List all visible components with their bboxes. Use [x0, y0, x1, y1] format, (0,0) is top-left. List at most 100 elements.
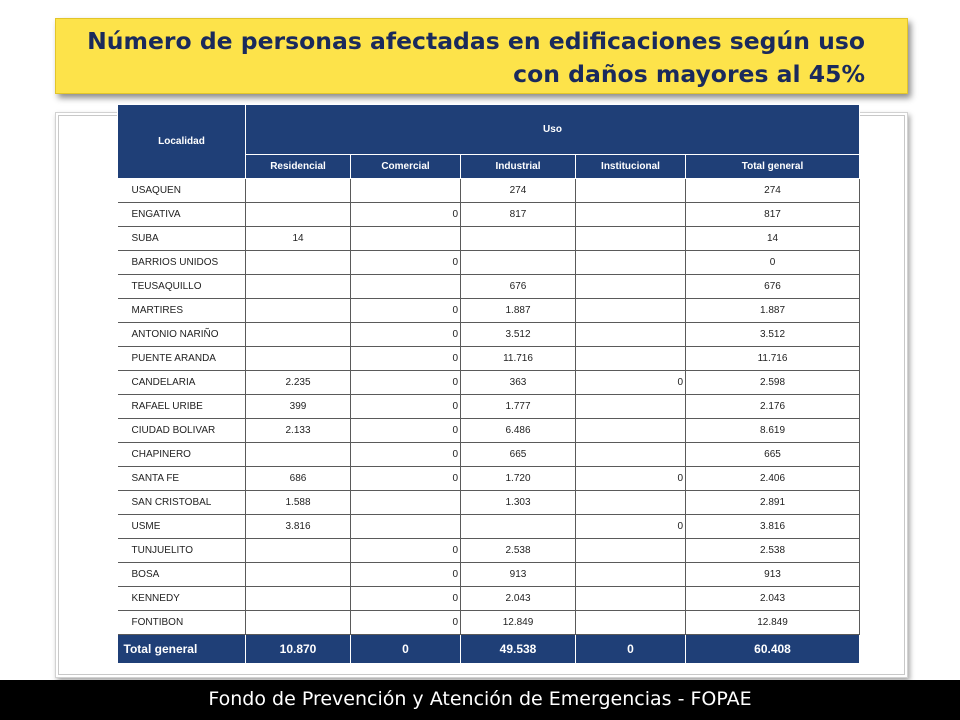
cell-institucional [575, 538, 686, 563]
table-row: SUBA 14 14 [117, 226, 860, 251]
cell-localidad: USAQUEN [117, 178, 246, 203]
cell-residencial: 14 [245, 226, 351, 251]
cell-total: 2.598 [685, 370, 860, 395]
table-row: SAN CRISTOBAL 1.588 1.303 2.891 [117, 490, 860, 515]
table-row: KENNEDY 0 2.043 2.043 [117, 586, 860, 611]
table-row: TUNJUELITO 0 2.538 2.538 [117, 538, 860, 563]
cell-localidad: CANDELARIA [117, 370, 246, 395]
cell-industrial: 363 [460, 370, 576, 395]
cell-total: 274 [685, 178, 860, 203]
header-industrial: Industrial [460, 154, 576, 179]
cell-comercial: 0 [350, 610, 461, 635]
cell-localidad: USME [117, 514, 246, 539]
cell-industrial: 1.720 [460, 466, 576, 491]
title-banner: Número de personas afectadas en edificac… [55, 18, 908, 94]
cell-institucional [575, 418, 686, 443]
cell-localidad: BARRIOS UNIDOS [117, 250, 246, 275]
cell-comercial: 0 [350, 322, 461, 347]
table-row: CIUDAD BOLIVAR 2.133 0 6.486 8.619 [117, 418, 860, 443]
cell-total: 0 [685, 250, 860, 275]
cell-comercial [350, 490, 461, 515]
cell-localidad: TUNJUELITO [117, 538, 246, 563]
cell-total: 665 [685, 442, 860, 467]
table-row: BARRIOS UNIDOS 0 0 [117, 250, 860, 275]
cell-industrial: 11.716 [460, 346, 576, 371]
header-institucional: Institucional [575, 154, 686, 179]
title-line-1: Número de personas afectadas en edificac… [87, 27, 865, 55]
table-row: ANTONIO NARIÑO 0 3.512 3.512 [117, 322, 860, 347]
cell-localidad: TEUSAQUILLO [117, 274, 246, 299]
cell-residencial: 2.235 [245, 370, 351, 395]
total-row: Total general 10.870 0 49.538 0 60.408 [117, 634, 860, 663]
cell-total: 12.849 [685, 610, 860, 635]
cell-localidad: FONTIBON [117, 610, 246, 635]
cell-localidad: RAFAEL URIBE [117, 394, 246, 419]
cell-localidad: SAN CRISTOBAL [117, 490, 246, 515]
cell-localidad: SANTA FE [117, 466, 246, 491]
total-general: 60.408 [685, 634, 860, 663]
cell-comercial: 0 [350, 250, 461, 275]
header-localidad: Localidad [117, 104, 246, 179]
cell-residencial [245, 346, 351, 371]
table-row: FONTIBON 0 12.849 12.849 [117, 610, 860, 635]
cell-industrial: 6.486 [460, 418, 576, 443]
cell-industrial [460, 226, 576, 251]
cell-residencial [245, 586, 351, 611]
cell-total: 3.816 [685, 514, 860, 539]
cell-industrial: 2.538 [460, 538, 576, 563]
cell-comercial: 0 [350, 346, 461, 371]
header-residencial: Residencial [245, 154, 351, 179]
cell-residencial [245, 538, 351, 563]
cell-residencial [245, 274, 351, 299]
cell-institucional [575, 490, 686, 515]
cell-localidad: ANTONIO NARIÑO [117, 322, 246, 347]
cell-total: 3.512 [685, 322, 860, 347]
cell-total: 8.619 [685, 418, 860, 443]
cell-institucional: 0 [575, 370, 686, 395]
cell-residencial [245, 562, 351, 587]
cell-total: 2.043 [685, 586, 860, 611]
table-row: BOSA 0 913 913 [117, 562, 860, 587]
cell-institucional [575, 322, 686, 347]
cell-institucional [575, 586, 686, 611]
table-row: CHAPINERO 0 665 665 [117, 442, 860, 467]
table-row: MARTIRES 0 1.887 1.887 [117, 298, 860, 323]
footer-text: Fondo de Prevención y Atención de Emerge… [208, 688, 752, 710]
cell-institucional [575, 610, 686, 635]
cell-industrial: 913 [460, 562, 576, 587]
cell-institucional: 0 [575, 466, 686, 491]
cell-institucional: 0 [575, 514, 686, 539]
cell-total: 2.538 [685, 538, 860, 563]
cell-localidad: ENGATIVA [117, 202, 246, 227]
cell-comercial: 0 [350, 394, 461, 419]
cell-comercial: 0 [350, 586, 461, 611]
cell-industrial: 3.512 [460, 322, 576, 347]
table-row: PUENTE ARANDA 0 11.716 11.716 [117, 346, 860, 371]
cell-residencial [245, 442, 351, 467]
table-row: SANTA FE 686 0 1.720 0 2.406 [117, 466, 860, 491]
cell-comercial: 0 [350, 202, 461, 227]
table-row: CANDELARIA 2.235 0 363 0 2.598 [117, 370, 860, 395]
cell-residencial [245, 178, 351, 203]
cell-residencial [245, 250, 351, 275]
cell-comercial: 0 [350, 466, 461, 491]
cell-industrial: 274 [460, 178, 576, 203]
cell-localidad: KENNEDY [117, 586, 246, 611]
cell-institucional [575, 202, 686, 227]
cell-total: 676 [685, 274, 860, 299]
cell-residencial [245, 202, 351, 227]
table-row: USAQUEN 274 274 [117, 178, 860, 203]
cell-industrial: 12.849 [460, 610, 576, 635]
cell-comercial: 0 [350, 418, 461, 443]
cell-institucional [575, 394, 686, 419]
cell-industrial: 676 [460, 274, 576, 299]
cell-industrial: 817 [460, 202, 576, 227]
cell-total: 2.176 [685, 394, 860, 419]
cell-comercial: 0 [350, 370, 461, 395]
cell-institucional [575, 178, 686, 203]
table-row: ENGATIVA 0 817 817 [117, 202, 860, 227]
cell-institucional [575, 298, 686, 323]
cell-residencial [245, 610, 351, 635]
header-total-general: Total general [685, 154, 860, 179]
cell-comercial: 0 [350, 562, 461, 587]
